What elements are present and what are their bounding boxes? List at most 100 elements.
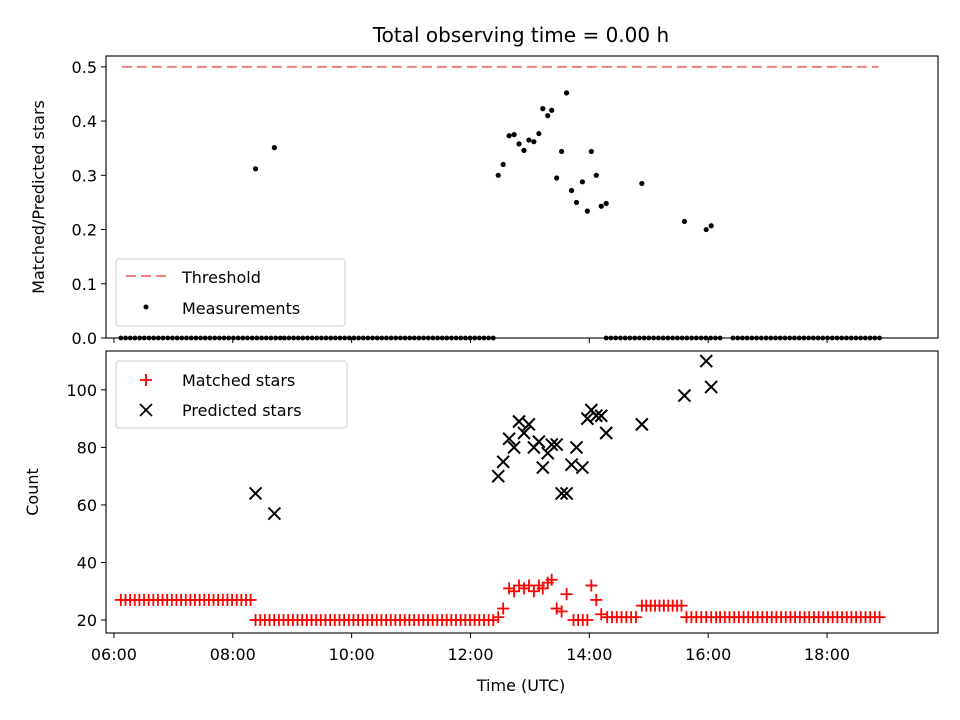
predicted-stars-point — [554, 486, 569, 501]
predicted-stars-point — [589, 409, 603, 423]
measurement-point — [703, 226, 709, 233]
legend-predicted-swatch — [139, 403, 153, 417]
bottom-y-axis-label: Count — [23, 468, 42, 516]
bottom-y-tick-label: 100 — [66, 381, 97, 400]
matched-stars-point — [585, 579, 598, 592]
predicted-stars-point — [496, 455, 510, 469]
measurement-point — [536, 130, 542, 137]
measurement-point — [588, 148, 594, 155]
measurement-point — [573, 199, 580, 206]
matched-stars-point — [581, 614, 594, 627]
x-tick-label: 10:00 — [329, 645, 375, 664]
predicted-stars-point — [699, 354, 713, 368]
measurement-point — [554, 175, 560, 181]
chart-title: Total observing time = 0.00 h — [372, 23, 669, 47]
measurement-point — [545, 113, 551, 119]
legend-measurements-swatch — [143, 304, 149, 310]
bottom-y-tick-label: 60 — [77, 496, 97, 515]
measurement-point — [598, 203, 604, 209]
top-y-tick-label: 0.4 — [72, 112, 97, 131]
predicted-stars-point — [677, 388, 692, 403]
matched-stars-point — [517, 582, 530, 595]
predicted-stars-point — [502, 432, 516, 446]
measurement-point — [495, 172, 501, 178]
matched-stars-point — [545, 573, 558, 586]
top-y-tick-label: 0.2 — [72, 221, 97, 240]
predicted-stars-point — [512, 414, 526, 429]
x-tick-label: 14:00 — [566, 645, 612, 664]
x-tick-label: 12:00 — [447, 645, 493, 664]
measurement-point — [603, 200, 609, 207]
predicted-stars-point — [704, 380, 718, 394]
matched-stars-point — [508, 585, 521, 598]
predicted-stars-point — [569, 440, 584, 455]
predicted-stars-point — [599, 426, 613, 440]
legend-measurements-label: Measurements — [182, 299, 300, 318]
predicted-stars-point — [594, 409, 608, 423]
x-tick-label: 18:00 — [804, 645, 850, 664]
predicted-stars-point — [580, 411, 595, 426]
measurement-point — [531, 139, 537, 145]
matched-stars-point — [590, 593, 603, 606]
measurement-point — [271, 145, 277, 151]
x-tick-label: 06:00 — [91, 645, 137, 664]
matched-stars-point — [675, 599, 688, 612]
predicted-stars-point — [517, 426, 531, 440]
measurement-point — [521, 147, 527, 153]
bottom-legend-box — [115, 360, 348, 429]
matched-stars-point — [503, 582, 516, 595]
predicted-stars-point — [545, 437, 559, 452]
predicted-stars-point — [536, 460, 550, 475]
top-axes-frame — [105, 55, 939, 339]
matched-stars-point — [492, 611, 505, 624]
predicted-stars-point — [575, 460, 590, 475]
legend-predicted-label: Predicted stars — [182, 401, 302, 420]
bottom-legend: Matched stars Predicted stars — [115, 360, 348, 429]
measurement-point — [568, 187, 575, 194]
predicted-stars-point — [635, 417, 649, 432]
predicted-stars-point — [549, 437, 564, 452]
measurement-point — [511, 132, 517, 138]
measurement-point — [500, 161, 506, 168]
top-y-tick-label: 0.3 — [72, 166, 97, 185]
bottom-y-tick-label: 20 — [77, 611, 97, 630]
matched-stars-point — [555, 605, 568, 618]
measurement-point — [708, 223, 714, 229]
predicted-stars-point — [564, 457, 579, 472]
measurement-point — [579, 179, 586, 185]
legend-matched-label: Matched stars — [182, 371, 295, 390]
measurement-point — [506, 133, 512, 139]
top-y-tick-label: 0.0 — [72, 329, 97, 348]
predicted-stars-point — [248, 486, 263, 501]
measurement-point — [526, 137, 532, 143]
measurement-point — [639, 180, 645, 187]
measurement-point — [593, 172, 599, 178]
predicted-stars-point — [491, 469, 505, 483]
measurement-point — [563, 90, 570, 96]
measurement-point — [584, 208, 590, 214]
predicted-stars-point — [507, 440, 521, 455]
matched-stars-point — [536, 582, 549, 595]
predicted-stars-point — [522, 417, 536, 432]
matched-stars-point — [497, 602, 510, 615]
matched-stars-point — [560, 588, 573, 601]
top-y-axis-label: Matched/Predicted stars — [29, 100, 48, 294]
legend-threshold-label: Threshold — [181, 268, 261, 287]
matched-stars-point — [487, 614, 500, 627]
matched-stars-point — [629, 611, 642, 624]
top-legend: Threshold Measurements — [115, 258, 346, 327]
top-legend-box — [115, 258, 346, 327]
x-tick-label: 16:00 — [685, 645, 731, 664]
x-tick-label: 08:00 — [210, 645, 256, 664]
predicted-stars-point — [532, 434, 546, 449]
legend-matched-swatch — [140, 374, 152, 386]
matched-stars-point — [550, 602, 563, 615]
predicted-stars-point — [267, 506, 282, 521]
top-y-tick-label: 0.1 — [72, 275, 97, 294]
bottom-axes-frame — [105, 350, 939, 634]
measurement-point — [549, 107, 555, 113]
measurement-point — [559, 148, 565, 155]
measurement-point — [681, 218, 688, 225]
top-y-tick-label: 0.5 — [72, 58, 97, 77]
